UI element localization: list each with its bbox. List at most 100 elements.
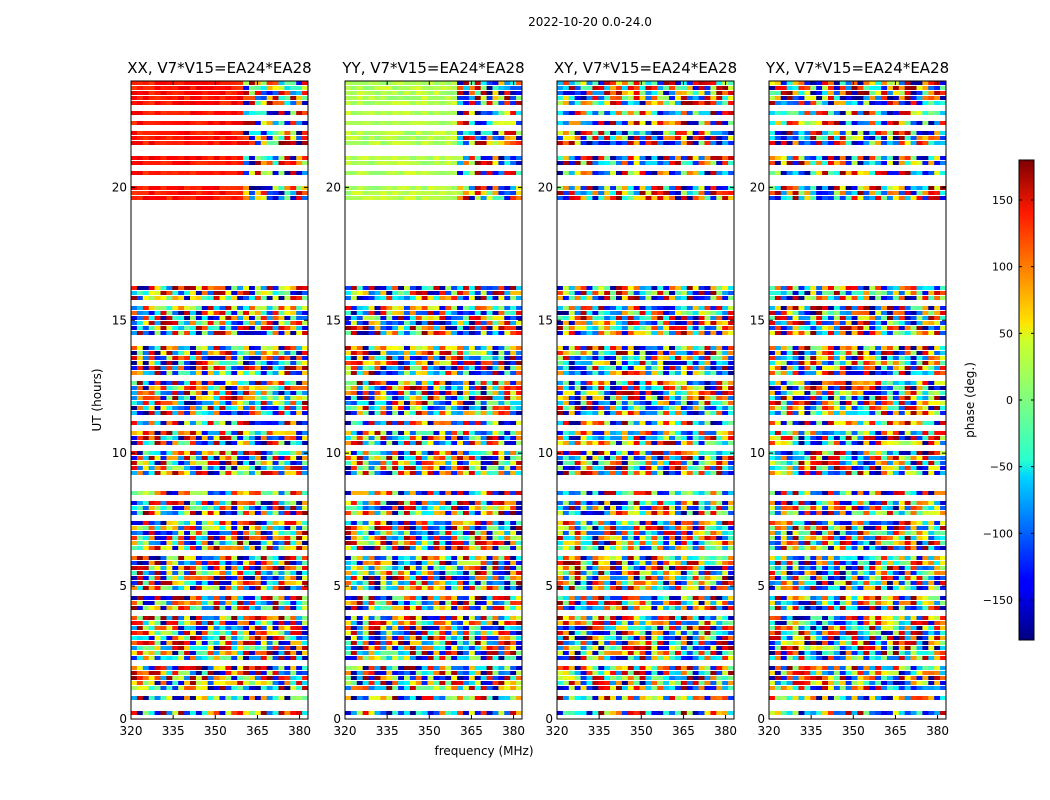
phase-cell (166, 596, 173, 600)
phase-cell (468, 306, 476, 310)
phase-cell (480, 296, 487, 300)
phase-cell (392, 561, 399, 565)
phase-cell (249, 386, 256, 390)
phase-cell (154, 651, 161, 655)
phase-cell (468, 81, 476, 85)
phase-cell (272, 306, 279, 310)
phase-cell (463, 381, 470, 385)
phase-cell (468, 561, 476, 565)
phase-cell (445, 566, 452, 570)
phase-cell (302, 411, 309, 415)
phase-cell (445, 286, 452, 290)
phase-cell (474, 666, 481, 670)
phase-cell (380, 461, 387, 465)
phase-cell (142, 686, 149, 690)
phase-cell (195, 101, 203, 105)
phase-cell (243, 186, 250, 190)
phase-cell (166, 131, 173, 135)
phase-cell (207, 311, 214, 315)
phase-cell (284, 411, 291, 415)
phase-cell (272, 601, 279, 605)
phase-cell (486, 171, 493, 175)
phase-cell (266, 526, 273, 530)
phase-cell (421, 571, 428, 575)
phase-cell (398, 431, 405, 435)
phase-cell (154, 451, 161, 455)
phase-cell (433, 511, 440, 515)
phase-cell (504, 391, 511, 395)
phase-cell (213, 571, 220, 575)
phase-cell (345, 81, 352, 85)
phase-cell (160, 506, 167, 510)
phase-cell (350, 471, 358, 475)
phase-cell (131, 321, 138, 325)
phase-cell (404, 471, 411, 475)
phase-cell (451, 346, 458, 350)
phase-cell (439, 286, 446, 290)
phase-cell (504, 621, 511, 625)
phase-cell (136, 316, 144, 320)
phase-cell (166, 636, 173, 640)
phase-cell (184, 566, 191, 570)
phase-cell (345, 456, 352, 460)
phase-cell (474, 431, 481, 435)
phase-cell (409, 466, 417, 470)
phase-cell (219, 86, 226, 90)
phase-cell (243, 356, 250, 360)
phase-cell (290, 711, 297, 715)
phase-cell (219, 171, 226, 175)
phase-cell (421, 641, 428, 645)
phase-cell (510, 96, 517, 100)
phase-cell (445, 431, 452, 435)
phase-cell (486, 111, 493, 115)
phase-cell (231, 186, 238, 190)
phase-cell (237, 191, 244, 195)
phase-cell (427, 306, 434, 310)
phase-cell (290, 681, 297, 685)
phase-cell (510, 451, 517, 455)
phase-cell (154, 81, 161, 85)
phase-cell (207, 461, 214, 465)
phase-cell (421, 511, 428, 515)
phase-cell (142, 596, 149, 600)
phase-cell (136, 471, 144, 475)
phase-cell (184, 616, 191, 620)
phase-cell (254, 626, 262, 630)
phase-cell (249, 671, 256, 675)
phase-cell (272, 621, 279, 625)
phase-cell (457, 286, 464, 290)
phase-cell (213, 351, 220, 355)
phase-cell (131, 456, 138, 460)
phase-cell (148, 156, 155, 160)
phase-cell (284, 696, 291, 700)
phase-cell (184, 81, 191, 85)
phase-cell (237, 451, 244, 455)
phase-cell (392, 356, 399, 360)
phase-cell (237, 186, 244, 190)
phase-cell (445, 296, 452, 300)
phase-cell (213, 616, 220, 620)
phase-cell (278, 316, 285, 320)
phase-cell (345, 296, 352, 300)
phase-cell (345, 671, 352, 675)
phase-cell (254, 456, 262, 460)
phase-cell (178, 451, 185, 455)
phase-cell (404, 311, 411, 315)
phase-cell (409, 456, 417, 460)
phase-cell (243, 191, 250, 195)
phase-cell (284, 546, 291, 550)
phase-cell (486, 531, 493, 535)
phase-cell (404, 191, 411, 195)
phase-cell (148, 566, 155, 570)
phase-cell (302, 596, 309, 600)
phase-cell (433, 466, 440, 470)
phase-cell (415, 306, 422, 310)
phase-cell (296, 371, 303, 375)
phase-cell (190, 676, 197, 680)
phase-cell (284, 401, 291, 405)
phase-cell (201, 536, 208, 540)
phase-cell (392, 296, 399, 300)
phase-cell (433, 121, 440, 125)
phase-cell (392, 491, 399, 495)
phase-cell (433, 556, 440, 560)
